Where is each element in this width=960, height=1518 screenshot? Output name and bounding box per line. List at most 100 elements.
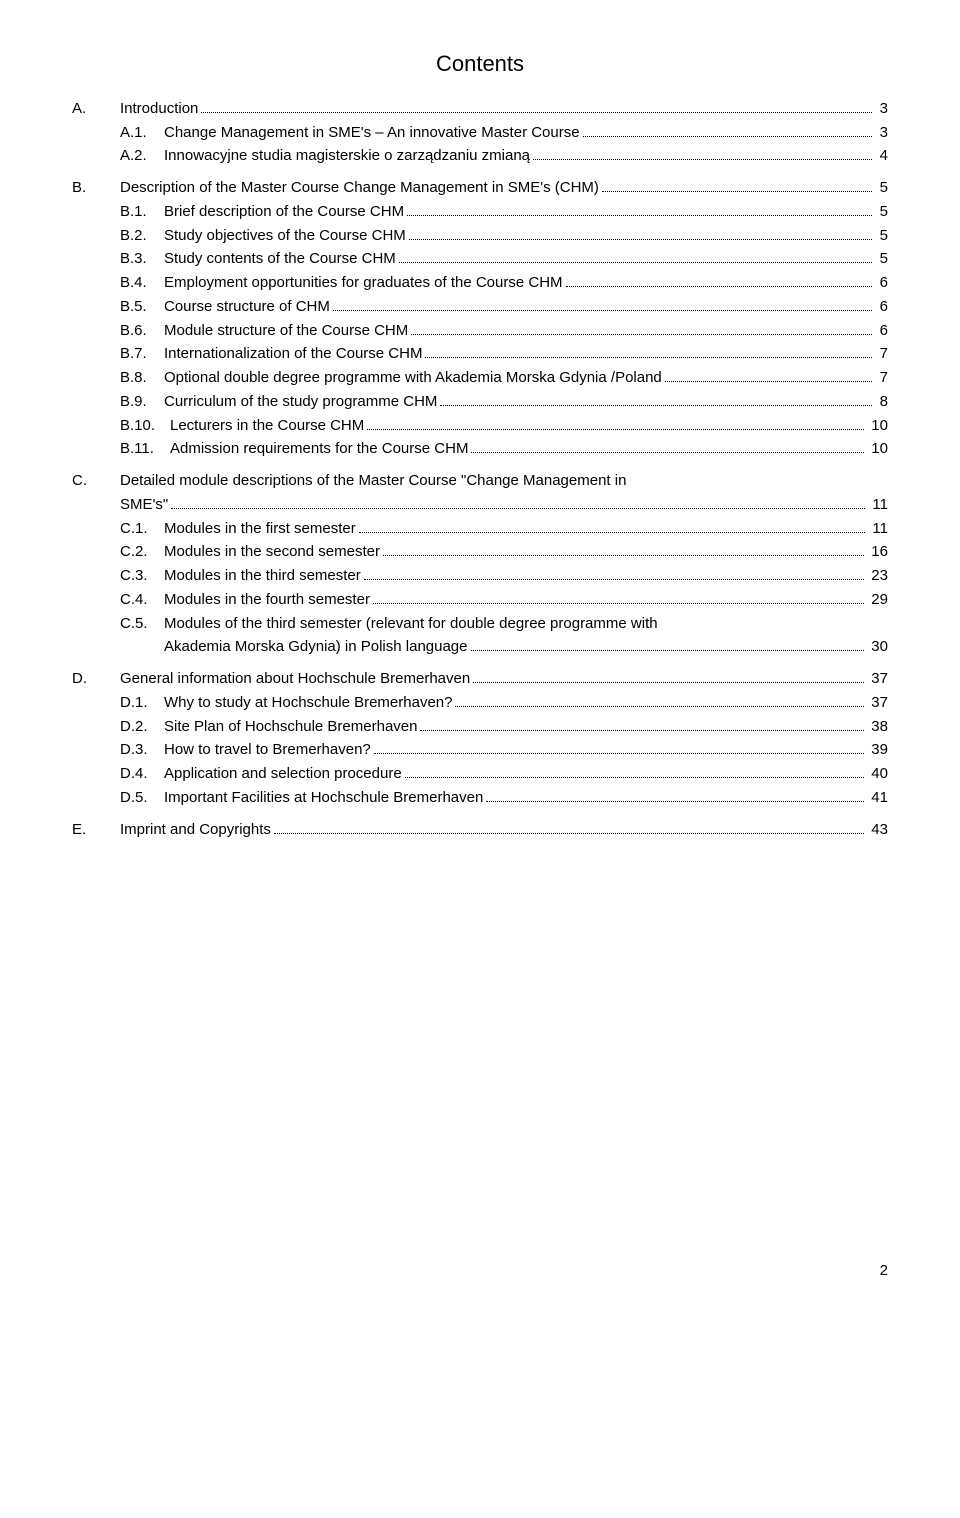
toc-entry: B.1.Brief description of the Course CHM … bbox=[72, 201, 888, 223]
toc-text: How to travel to Bremerhaven? bbox=[164, 739, 371, 761]
toc-number: B.11. bbox=[120, 438, 170, 460]
toc-leader-dots bbox=[471, 650, 865, 651]
toc-entry: C.4.Modules in the fourth semester 29 bbox=[72, 589, 888, 611]
toc-entry: B.5.Course structure of CHM 6 bbox=[72, 296, 888, 318]
toc-page-number: 30 bbox=[867, 636, 888, 658]
toc-entry: B.9.Curriculum of the study programme CH… bbox=[72, 391, 888, 413]
toc-page-number: 10 bbox=[867, 438, 888, 460]
toc-leader-dots bbox=[533, 159, 872, 160]
toc-number: C.3. bbox=[120, 565, 164, 587]
toc-number: B.9. bbox=[120, 391, 164, 413]
toc-text: Course structure of CHM bbox=[164, 296, 330, 318]
toc-page-number: 40 bbox=[867, 763, 888, 785]
toc-page-number: 6 bbox=[875, 320, 888, 342]
toc-entry: D.5.Important Facilities at Hochschule B… bbox=[72, 787, 888, 809]
toc-number: D.3. bbox=[120, 739, 164, 761]
toc-entry: B.4.Employment opportunities for graduat… bbox=[72, 272, 888, 294]
toc-entry: C.Detailed module descriptions of the Ma… bbox=[72, 470, 888, 516]
toc-leader-dots bbox=[373, 603, 864, 604]
toc-text: Why to study at Hochschule Bremerhaven? bbox=[164, 692, 452, 714]
toc-text: Employment opportunities for graduates o… bbox=[164, 272, 563, 294]
toc-text: Site Plan of Hochschule Bremerhaven bbox=[164, 716, 417, 738]
toc-leader-dots bbox=[471, 452, 864, 453]
toc-text: Curriculum of the study programme CHM bbox=[164, 391, 437, 413]
toc-leader-dots bbox=[486, 801, 864, 802]
toc-page-number: 5 bbox=[875, 248, 888, 270]
toc-page-number: 41 bbox=[867, 787, 888, 809]
toc-number: B. bbox=[72, 177, 120, 199]
toc-page-number: 43 bbox=[867, 819, 888, 841]
toc-leader-dots bbox=[583, 136, 873, 137]
toc-leader-dots bbox=[274, 833, 864, 834]
toc-leader-dots bbox=[411, 334, 872, 335]
toc-number: C.2. bbox=[120, 541, 164, 563]
toc-number: D.4. bbox=[120, 763, 164, 785]
toc-leader-dots bbox=[407, 215, 872, 216]
toc-text: Internationalization of the Course CHM bbox=[164, 343, 422, 365]
toc-leader-dots bbox=[405, 777, 864, 778]
toc-entry: D.General information about Hochschule B… bbox=[72, 668, 888, 690]
page-title: Contents bbox=[72, 48, 888, 80]
toc-number: C.5. bbox=[120, 613, 164, 635]
toc-page-number: 23 bbox=[867, 565, 888, 587]
toc-page-number: 5 bbox=[875, 177, 888, 199]
toc-page-number: 10 bbox=[867, 415, 888, 437]
toc-page-number: 39 bbox=[867, 739, 888, 761]
toc-entry: B.8.Optional double degree programme wit… bbox=[72, 367, 888, 389]
toc-text: Modules of the third semester (relevant … bbox=[164, 613, 888, 635]
toc-text: Application and selection procedure bbox=[164, 763, 402, 785]
toc-number: A. bbox=[72, 98, 120, 120]
toc-page-number: 37 bbox=[867, 668, 888, 690]
toc-number: C.4. bbox=[120, 589, 164, 611]
toc-leader-dots bbox=[420, 730, 864, 731]
toc-leader-dots bbox=[374, 753, 864, 754]
toc-page-number: 4 bbox=[875, 145, 888, 167]
toc-text: Change Management in SME's – An innovati… bbox=[164, 122, 580, 144]
toc-text-cont: SME's" bbox=[120, 494, 168, 516]
toc-leader-dots bbox=[602, 191, 873, 192]
toc-number: B.3. bbox=[120, 248, 164, 270]
toc-leader-dots bbox=[409, 239, 873, 240]
toc-page-number: 16 bbox=[867, 541, 888, 563]
toc-number: C.1. bbox=[120, 518, 164, 540]
page-number-footer: 2 bbox=[72, 1260, 888, 1282]
toc-text: Introduction bbox=[120, 98, 198, 120]
toc-page-number: 29 bbox=[867, 589, 888, 611]
toc-page-number: 38 bbox=[867, 716, 888, 738]
toc-number: D.1. bbox=[120, 692, 164, 714]
toc-text: Optional double degree programme with Ak… bbox=[164, 367, 662, 389]
toc-page-number: 37 bbox=[867, 692, 888, 714]
toc-number: B.1. bbox=[120, 201, 164, 223]
toc-text: Study contents of the Course CHM bbox=[164, 248, 396, 270]
toc-leader-dots bbox=[473, 682, 864, 683]
toc-text: Modules in the fourth semester bbox=[164, 589, 370, 611]
toc-entry: C.3.Modules in the third semester 23 bbox=[72, 565, 888, 587]
toc-entry: C.5.Modules of the third semester (relev… bbox=[72, 613, 888, 659]
toc-number: A.1. bbox=[120, 122, 164, 144]
toc-page-number: 3 bbox=[875, 98, 888, 120]
toc-leader-dots bbox=[425, 357, 872, 358]
toc-text: Admission requirements for the Course CH… bbox=[170, 438, 468, 460]
toc-number: D.5. bbox=[120, 787, 164, 809]
toc-number: B.2. bbox=[120, 225, 164, 247]
toc-number: D.2. bbox=[120, 716, 164, 738]
toc-text: Important Facilities at Hochschule Breme… bbox=[164, 787, 483, 809]
toc-text: Lecturers in the Course CHM bbox=[170, 415, 364, 437]
toc-number: B.5. bbox=[120, 296, 164, 318]
toc-text: Modules in the third semester bbox=[164, 565, 361, 587]
toc-leader-dots bbox=[665, 381, 873, 382]
toc-leader-dots bbox=[201, 112, 872, 113]
toc-number: B.4. bbox=[120, 272, 164, 294]
toc-text: Detailed module descriptions of the Mast… bbox=[120, 470, 888, 492]
toc-entry: A.2.Innowacyjne studia magisterskie o za… bbox=[72, 145, 888, 167]
toc-entry: B.11.Admission requirements for the Cour… bbox=[72, 438, 888, 460]
toc-entry: E.Imprint and Copyrights 43 bbox=[72, 819, 888, 841]
toc-leader-dots bbox=[367, 429, 864, 430]
toc-page-number: 5 bbox=[875, 201, 888, 223]
toc-leader-dots bbox=[383, 555, 864, 556]
table-of-contents: A.Introduction 3 A.1.Change Management in… bbox=[72, 98, 888, 841]
toc-entry: C.1.Modules in the first semester 11 bbox=[72, 518, 888, 540]
toc-entry: D.4.Application and selection procedure … bbox=[72, 763, 888, 785]
toc-entry: B.10.Lecturers in the Course CHM 10 bbox=[72, 415, 888, 437]
toc-entry: B.6.Module structure of the Course CHM 6 bbox=[72, 320, 888, 342]
